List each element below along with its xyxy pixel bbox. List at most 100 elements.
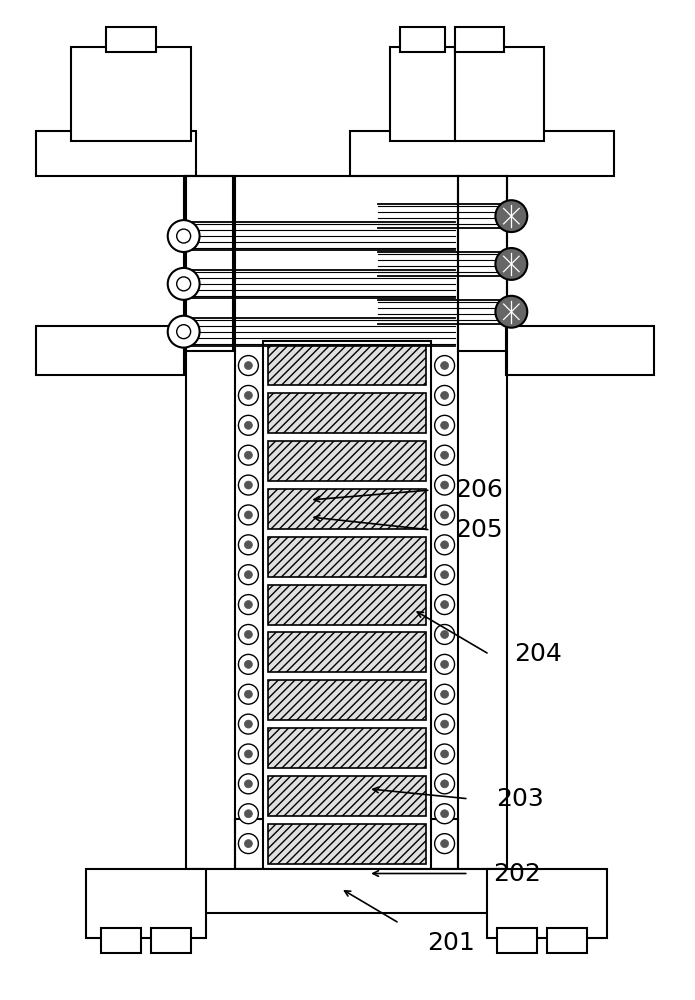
Circle shape xyxy=(245,362,252,370)
Circle shape xyxy=(434,445,455,465)
Bar xyxy=(455,47,544,141)
Circle shape xyxy=(434,565,455,585)
Circle shape xyxy=(441,511,448,519)
Circle shape xyxy=(245,750,252,758)
Circle shape xyxy=(434,356,455,375)
Circle shape xyxy=(441,780,448,788)
Bar xyxy=(268,393,425,433)
Bar xyxy=(268,489,425,529)
Circle shape xyxy=(434,774,455,794)
Bar xyxy=(268,728,425,768)
Circle shape xyxy=(434,625,455,644)
Circle shape xyxy=(441,451,448,459)
Bar xyxy=(106,27,156,52)
Bar xyxy=(36,131,195,176)
Bar xyxy=(390,47,455,141)
Circle shape xyxy=(245,511,252,519)
Bar xyxy=(268,346,425,385)
Circle shape xyxy=(441,481,448,489)
Circle shape xyxy=(245,481,252,489)
Circle shape xyxy=(238,714,259,734)
Circle shape xyxy=(441,660,448,668)
Circle shape xyxy=(434,654,455,674)
Circle shape xyxy=(441,571,448,579)
Bar xyxy=(263,341,431,869)
Bar xyxy=(101,928,141,953)
Circle shape xyxy=(441,421,448,429)
Bar xyxy=(183,176,234,351)
Bar xyxy=(268,776,425,816)
Circle shape xyxy=(238,744,259,764)
Circle shape xyxy=(167,268,199,300)
Circle shape xyxy=(238,565,259,585)
Circle shape xyxy=(245,810,252,818)
Circle shape xyxy=(245,541,252,549)
Circle shape xyxy=(238,774,259,794)
Bar xyxy=(457,176,507,351)
Bar xyxy=(400,27,445,52)
Circle shape xyxy=(441,541,448,549)
Circle shape xyxy=(245,391,252,399)
Circle shape xyxy=(245,720,252,728)
Circle shape xyxy=(245,451,252,459)
Circle shape xyxy=(245,660,252,668)
Circle shape xyxy=(238,535,259,555)
Circle shape xyxy=(434,834,455,854)
Circle shape xyxy=(496,248,528,280)
Circle shape xyxy=(238,475,259,495)
Circle shape xyxy=(441,720,448,728)
Circle shape xyxy=(441,750,448,758)
Circle shape xyxy=(238,684,259,704)
Bar xyxy=(268,537,425,577)
Bar xyxy=(268,680,425,720)
Bar xyxy=(268,632,425,672)
Bar xyxy=(547,928,587,953)
Circle shape xyxy=(441,630,448,638)
Circle shape xyxy=(434,415,455,435)
Circle shape xyxy=(238,385,259,405)
Bar xyxy=(350,131,614,176)
Circle shape xyxy=(245,630,252,638)
Text: 206: 206 xyxy=(455,478,502,502)
Circle shape xyxy=(434,505,455,525)
Bar xyxy=(268,824,425,864)
Circle shape xyxy=(441,690,448,698)
Circle shape xyxy=(238,625,259,644)
Circle shape xyxy=(245,421,252,429)
Bar xyxy=(86,869,206,938)
Bar xyxy=(186,869,507,913)
Circle shape xyxy=(238,834,259,854)
Circle shape xyxy=(238,445,259,465)
Circle shape xyxy=(441,840,448,848)
Circle shape xyxy=(434,714,455,734)
Bar xyxy=(455,27,505,52)
Circle shape xyxy=(167,316,199,348)
Circle shape xyxy=(441,362,448,370)
Circle shape xyxy=(238,595,259,615)
Circle shape xyxy=(245,601,252,609)
Bar xyxy=(498,928,537,953)
Bar xyxy=(268,585,425,625)
Circle shape xyxy=(434,684,455,704)
Circle shape xyxy=(245,571,252,579)
Text: 205: 205 xyxy=(455,518,502,542)
Circle shape xyxy=(434,385,455,405)
Circle shape xyxy=(238,804,259,824)
Bar xyxy=(71,47,190,141)
Circle shape xyxy=(441,601,448,609)
Text: 201: 201 xyxy=(427,931,475,955)
Circle shape xyxy=(496,200,528,232)
Text: 202: 202 xyxy=(493,862,541,886)
Circle shape xyxy=(496,296,528,328)
Text: 203: 203 xyxy=(496,787,544,811)
Circle shape xyxy=(245,780,252,788)
Bar xyxy=(151,928,190,953)
Circle shape xyxy=(245,690,252,698)
Circle shape xyxy=(238,505,259,525)
Bar xyxy=(487,869,607,938)
Circle shape xyxy=(177,325,190,339)
Bar xyxy=(507,326,654,375)
Bar xyxy=(36,326,183,375)
Circle shape xyxy=(238,415,259,435)
Circle shape xyxy=(434,804,455,824)
